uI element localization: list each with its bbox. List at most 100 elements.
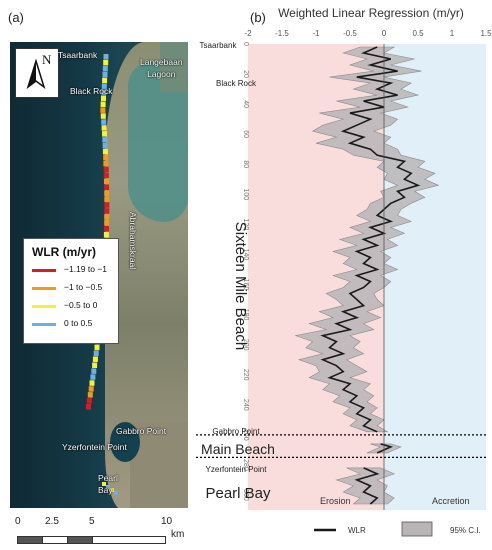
wlr-series-line [320,46,421,505]
shoreline-segment [104,196,110,202]
shoreline-segment [101,119,107,125]
shoreline-segment [110,488,114,492]
label-gabbro-point: Gabbro Point [116,426,167,436]
scale-seg-3 [67,536,93,544]
legend-swatch-red [32,269,56,272]
shoreline-segment [89,380,95,386]
legend-swatch-yellow [32,305,56,308]
legend-item: 0 to 0.5 [32,317,116,331]
shoreline-segment [103,154,109,161]
legend-ci-swatch [401,521,433,537]
panel-b-label: (b) [250,10,266,25]
shoreline-segment [93,350,99,357]
shoreline-segment [86,398,92,404]
legend-label: −0.5 to 0 [64,300,98,310]
shoreline-segment [102,77,108,84]
x-tick-label: -1.5 [275,29,289,38]
shoreline-segment [102,148,108,155]
y-tick-label: 180 [242,309,249,321]
shoreline-segment [100,113,106,119]
beach-label-gabbro-point: Gabbro Point [212,427,260,436]
wlr-legend: WLR (m/yr) −1.19 to −1 −1 to −0.5 −0.5 t… [23,238,119,344]
scale-bar: 0 2.5 5 10 km [15,516,190,546]
shoreline-segment [103,54,109,60]
scale-unit: km [171,529,185,540]
south-land [130,422,188,508]
legend-item: −0.5 to 0 [32,299,116,313]
y-tick-label: 200 [242,339,249,351]
shoreline-segment [104,202,110,208]
shoreline-segment [87,392,93,398]
scale-seg-1 [17,536,43,544]
legend-item: −1 to −0.5 [32,281,116,295]
shoreline-segment [102,137,108,143]
shoreline-segment [114,491,118,495]
shoreline-segment [102,131,107,137]
x-tick-label: -1 [312,29,320,38]
legend-ci-label: 95% C.I. [450,526,481,535]
erosion-label: Erosion [320,496,351,506]
shoreline-segment [88,386,94,392]
y-tick-label: 220 [242,369,249,381]
north-arrow-icon: N [26,52,52,89]
beach-label-main-beach: Main Beach [201,441,275,457]
label-abrahamskraal: Abrahamskraal [128,212,138,270]
beach-label-tsaarbank: Tsaarbank [200,41,238,50]
x-tick-label: -0.5 [343,29,357,38]
beach-label-sixteen-mile: Sixteen Mile Beach [232,222,249,350]
shoreline-segment [104,220,110,226]
y-tick-label: 160 [242,279,249,291]
legend-label: 0 to 0.5 [64,318,93,328]
panel-a-label: (a) [8,10,24,25]
chart-legend: WLR 95% C.I. [314,521,481,537]
y-tick-label: 40 [242,100,249,108]
accretion-background [384,44,486,510]
shoreline-segment [100,107,106,113]
shoreline-segment [104,184,110,190]
label-black-rock: Black Rock [70,86,113,96]
shoreline-segment [104,226,109,232]
legend-wlr-label: WLR [348,526,366,535]
legend-swatch-blue [32,323,56,326]
label-langebaan-lagoon: Langebaan Lagoon [140,57,183,79]
y-tick-label: 120 [242,219,249,231]
shoreline-segment [101,95,106,101]
x-tick-label: 1.5 [480,29,492,38]
shoreline-segment [102,143,108,149]
satellite-map: N Tsaarbank Langebaan Lagoon Black Rock … [10,42,188,508]
shoreline-segment [101,125,107,131]
shoreline-segment [103,59,109,66]
shoreline-segment [92,362,98,368]
x-tick-label: -2 [244,29,252,38]
shoreline-segment [102,71,108,78]
chart-title: Weighted Linear Regression (m/yr) [278,6,464,20]
beach-label-pearl-bay: Pearl Bay [205,485,271,502]
shoreline-segment [101,83,107,90]
shoreline-segment [104,208,110,214]
label-tsaarbank: Tsaarbank [58,50,98,60]
shoreline-segment [102,482,106,486]
shoreline-segment [103,160,109,167]
svg-text:N: N [42,52,52,67]
y-tick-label: 80 [242,160,249,168]
shoreline-segment [103,166,109,173]
shoreline-segment [94,344,100,351]
shoreline-segment [92,356,98,362]
bay-water [110,422,140,462]
y-tick-label: 0 [242,42,249,46]
shoreline-segment [102,65,108,72]
shoreline-segment [101,89,107,96]
label-pearl-bay: Pearl Bay [98,473,118,495]
y-tick-label: 100 [242,188,249,200]
y-tick-label: 140 [242,249,249,261]
scale-tick-5: 5 [89,516,95,527]
shoreline-segment [104,190,110,196]
shoreline-segment [104,214,110,220]
beach-label-yzerfontein-point: Yzerfontein Point [206,465,268,474]
y-tick-label: 240 [242,399,249,411]
x-tick-label: 0.5 [412,29,424,38]
y-tick-label: 20 [242,70,249,78]
scale-seg-2 [42,536,68,544]
shoreline-segment [106,485,110,489]
beach-label-black-rock: Black Rock [216,79,257,88]
